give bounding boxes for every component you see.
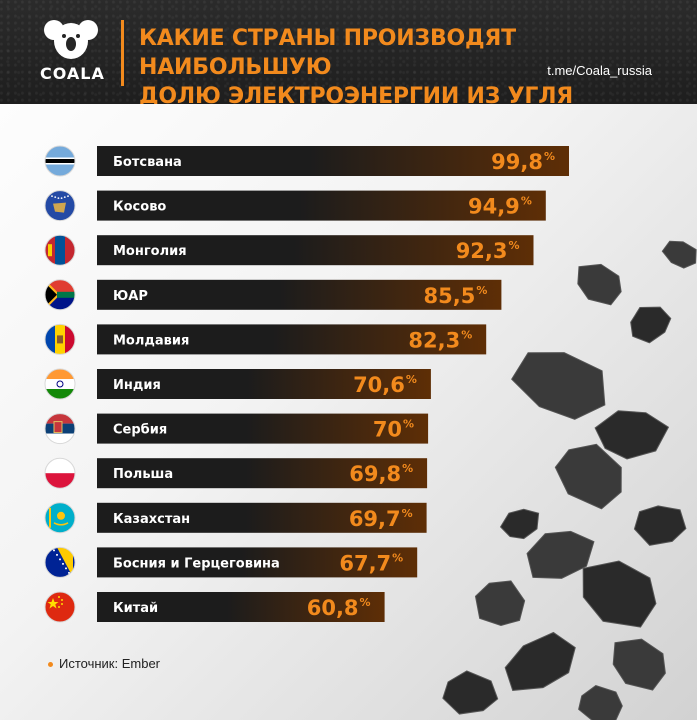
category-label: Сербия [113,423,167,438]
bar [97,502,427,533]
percent-sign: % [476,284,487,297]
coal-lump [499,508,540,540]
telegram-handle[interactable]: t.me/Coala_russia [547,63,652,78]
category-label: Польша [113,467,173,482]
category-label: Китай [113,601,158,616]
bar-chart: Ботсвана 99,8 % Косово 94,9 % Монголия 92,3 % ЮАР… [44,145,697,720]
poland-flag-icon [45,458,75,489]
value-label: 92,3 [456,239,508,263]
value-label: 85,5 [424,284,476,308]
india-flag-icon [45,369,75,399]
bar [97,235,534,266]
category-label: Молдавия [113,333,189,348]
coala-logo: COALA [40,16,105,88]
coal-lump [526,530,595,579]
category-label: Босния и Герцеговина [113,556,280,571]
percent-sign: % [392,551,403,564]
percent-sign: % [360,596,371,609]
bar [97,592,385,622]
bar [97,324,487,355]
flag-border [44,279,76,311]
percent-sign: % [509,239,520,252]
coal-lump [504,631,576,691]
coal-lump [442,670,499,715]
category-label: ЮАР [113,289,148,304]
chart-title-line-1: КАКИЕ СТРАНЫ ПРОИЗВОДЯТ НАИБОЛЬШУЮ [139,26,516,80]
coal-lump [511,352,606,420]
bar [97,146,569,176]
value-label: 69,7 [349,507,401,531]
china-flag-icon [45,592,75,622]
percent-sign: % [521,195,532,208]
category-label: Косово [113,200,166,215]
category-label: Казахстан [113,512,190,527]
value-label: 94,9 [468,195,520,219]
percent-sign: % [544,150,555,163]
bar [97,458,428,489]
percent-sign: % [402,462,413,475]
flag-border [44,368,76,400]
value-label: 70 [373,418,402,442]
coal-lump [661,240,697,269]
coal-lump [554,443,622,510]
coal-lump [612,638,666,691]
header-divider [121,20,124,86]
bar [97,547,418,578]
source-text: Источник: Ember [59,656,161,671]
coal-lump [474,580,526,626]
koala-icon [44,20,98,59]
percent-sign: % [402,507,413,520]
coal-lump [633,505,687,546]
flag-border [44,145,76,177]
value-label: 69,8 [349,462,401,486]
coal-lump [578,685,623,720]
bars-group: Ботсвана 99,8 % Косово 94,9 % Монголия 92,3 % ЮАР… [44,145,569,623]
bar [97,413,429,444]
flag-border [44,413,76,445]
value-label: 70,6 [353,373,405,397]
flag-border [44,591,76,623]
value-label: 67,7 [339,551,391,575]
mongolia-flag-icon [45,235,75,266]
kazakhstan-flag-icon [45,502,75,533]
bosnia-flag-icon [45,547,75,578]
coal-decoration [442,240,697,720]
chart-title: КАКИЕ СТРАНЫ ПРОИЗВОДЯТ НАИБОЛЬШУЮ ДОЛЮ … [139,24,697,104]
serbia-flag-icon [45,413,75,444]
percent-sign: % [461,328,472,341]
coal-lump [577,263,622,306]
south-africa-flag-icon [45,279,75,310]
percent-sign: % [406,373,417,386]
flag-border [44,546,76,578]
moldova-flag-icon [45,324,75,355]
category-label: Ботсвана [113,155,182,170]
bar [97,279,502,310]
flag-border [44,234,76,266]
kosovo-flag-icon [45,190,75,221]
percent-sign: % [403,418,414,431]
category-label: Монголия [113,244,187,259]
coal-lump [630,306,672,344]
logo-text: COALA [40,64,105,83]
bar [97,369,431,399]
flag-border [44,323,76,355]
flag-border [44,457,76,489]
flag-border [44,190,76,222]
flag-border [44,502,76,534]
category-label: Индия [113,378,161,393]
value-label: 82,3 [408,328,460,352]
header: COALA КАКИЕ СТРАНЫ ПРОИЗВОДЯТ НАИБОЛЬШУЮ… [0,0,697,104]
value-label: 99,8 [491,150,543,174]
botswana-flag-icon [45,146,75,176]
bullet-icon [48,662,53,668]
source-note: Источник: Ember [48,656,160,671]
chart-title-line-2: ДОЛЮ ЭЛЕКТРОЭНЕРГИИ ИЗ УГЛЯ [139,84,574,104]
coal-lump [594,410,670,460]
coal-lump [582,560,657,628]
bar [97,190,546,221]
value-label: 60,8 [307,596,359,620]
